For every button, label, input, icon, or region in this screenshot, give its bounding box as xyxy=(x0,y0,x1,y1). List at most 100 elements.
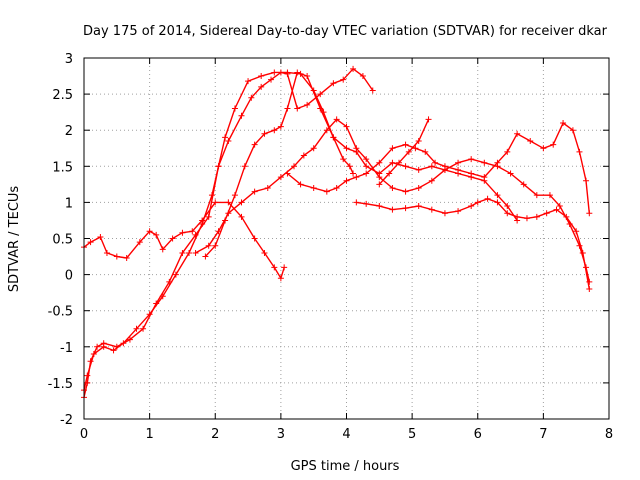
data-point xyxy=(277,275,284,282)
data-point xyxy=(484,195,491,202)
data-point xyxy=(97,234,104,241)
data-point xyxy=(504,210,511,217)
x-tick-label: 8 xyxy=(605,427,613,442)
plot-frame xyxy=(83,57,610,420)
x-tick-label: 6 xyxy=(474,427,482,442)
data-point xyxy=(560,119,567,126)
data-point xyxy=(350,170,357,177)
data-point xyxy=(579,249,586,256)
data-point xyxy=(523,215,530,222)
data-point xyxy=(540,145,547,152)
series-arc-5 xyxy=(192,116,593,285)
data-point xyxy=(284,70,291,77)
data-point xyxy=(271,69,278,76)
series-arc-1 xyxy=(81,199,288,282)
data-series xyxy=(81,65,593,401)
data-point xyxy=(281,264,288,271)
series-arc-7 xyxy=(353,195,593,293)
data-point xyxy=(277,174,284,181)
data-point xyxy=(225,210,232,217)
data-point xyxy=(110,347,117,354)
data-point xyxy=(527,138,534,145)
data-point xyxy=(343,145,350,152)
data-point xyxy=(291,163,297,170)
data-point xyxy=(205,213,212,220)
data-point xyxy=(514,213,521,220)
data-point xyxy=(87,239,94,246)
data-point xyxy=(494,199,501,206)
data-point xyxy=(126,336,133,343)
x-axis-label: GPS time / hours xyxy=(291,459,400,474)
x-tick-label: 0 xyxy=(80,427,88,442)
data-point xyxy=(507,170,514,177)
data-point xyxy=(277,123,284,130)
y-tick-label: 2.5 xyxy=(52,88,73,103)
data-point xyxy=(514,130,521,137)
data-point xyxy=(284,105,291,112)
data-point xyxy=(376,181,383,188)
data-point xyxy=(212,199,219,206)
data-point xyxy=(415,184,422,191)
series-line xyxy=(83,68,374,391)
x-tick-labels: 0 1 2 3 4 5 6 7 8 xyxy=(80,427,613,442)
data-point xyxy=(133,325,140,332)
data-point xyxy=(169,235,176,242)
series-markers xyxy=(284,119,593,217)
data-point xyxy=(369,87,376,94)
data-point xyxy=(504,148,511,155)
series-line xyxy=(378,119,430,185)
data-point xyxy=(389,159,396,166)
data-point xyxy=(494,192,501,199)
data-point xyxy=(333,184,340,191)
x-tick-label: 1 xyxy=(145,427,153,442)
data-point xyxy=(146,228,153,235)
data-point xyxy=(402,163,409,170)
x-tick-label: 5 xyxy=(408,427,416,442)
data-point xyxy=(179,229,186,236)
data-point xyxy=(343,177,350,184)
data-point xyxy=(386,170,393,177)
data-point xyxy=(140,325,147,332)
chart-title: Day 175 of 2014, Sidereal Day-to-day VTE… xyxy=(83,24,608,39)
data-point xyxy=(350,65,357,72)
data-point xyxy=(264,184,271,191)
data-point xyxy=(251,141,258,148)
data-point xyxy=(199,221,206,228)
data-point xyxy=(238,199,245,206)
data-point xyxy=(376,203,383,210)
data-point xyxy=(330,134,337,141)
data-point xyxy=(441,210,448,217)
data-point xyxy=(389,145,396,152)
data-point xyxy=(583,177,590,184)
data-point xyxy=(520,181,527,188)
data-point xyxy=(261,130,268,137)
y-tick-label: -1 xyxy=(60,341,73,356)
data-point xyxy=(103,249,110,256)
data-point xyxy=(251,188,258,195)
data-point xyxy=(323,188,330,195)
data-point xyxy=(179,249,186,256)
data-point xyxy=(481,174,488,181)
data-point xyxy=(271,127,278,134)
data-point xyxy=(186,249,192,256)
data-point xyxy=(553,206,560,213)
data-point xyxy=(231,192,238,199)
data-point xyxy=(258,83,265,90)
data-point xyxy=(248,94,255,101)
data-point xyxy=(153,231,160,238)
x-tick-label: 4 xyxy=(342,427,350,442)
series-markers xyxy=(81,69,357,401)
data-point xyxy=(346,163,353,170)
data-point xyxy=(586,286,593,293)
data-point xyxy=(294,69,301,76)
data-point xyxy=(159,293,166,300)
data-point xyxy=(569,127,576,134)
data-point xyxy=(481,159,488,166)
data-point xyxy=(402,205,409,212)
data-point xyxy=(363,170,370,177)
data-point xyxy=(113,253,120,260)
data-point xyxy=(94,343,101,350)
data-point xyxy=(225,199,232,206)
y-tick-label: 1 xyxy=(65,196,73,211)
